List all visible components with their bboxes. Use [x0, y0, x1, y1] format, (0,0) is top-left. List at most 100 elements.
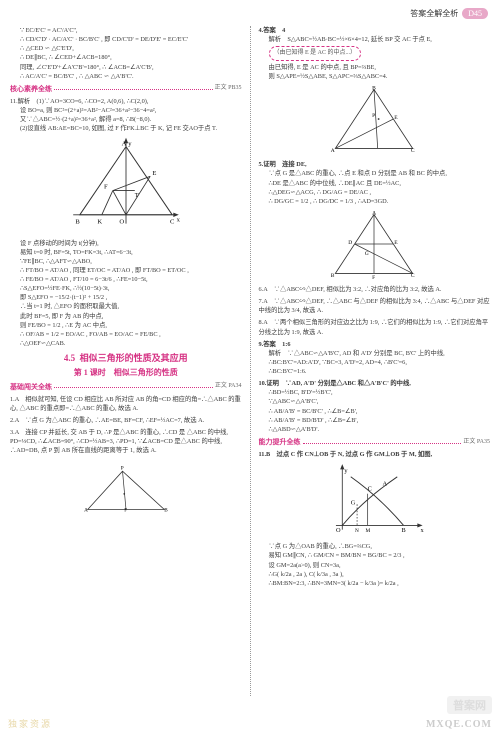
- text-line: 又∵△ABC=½·(2+a)²=36+a², 解得 a=8, ∴B(−8,0).: [10, 115, 242, 124]
- text-line: ∵点 G 是△ABC 的重心, ∴点 E 和点 D 分别是 AB 和 BC 的中…: [259, 169, 491, 178]
- text-line: 设 GM=2a(a>0), 则 CN=3a,: [269, 561, 491, 570]
- ability-heading: 能力提升全练 正文 PA35: [259, 437, 491, 447]
- svg-text:E: E: [395, 115, 399, 121]
- text-line: ∴ DE∥BC, ∴ ∠CED+∠ACB=180°,: [20, 53, 242, 62]
- header-label: 答案全解全析: [410, 8, 458, 19]
- text-line: 此时 BF=5, 即 F 为 AB 的中点,: [20, 312, 242, 321]
- text-line: ∴BC:B'C'=AD:A'D', ∵BC=3, A'D'=2, AD=4, ∴…: [259, 358, 491, 367]
- basic-heading: 基础闯关全练 正文 PA34: [10, 382, 242, 392]
- text-line: ∴ DG/GC = 1/2 , ∴ DG/DC = 1/3 , ∴AD=3GD.: [259, 197, 491, 206]
- text-line: 设 F 点移动的时间为 t(分钟),: [20, 239, 242, 248]
- text-line: 则 S△APE=½S△ABE, S△APC=⅔S△ABC=4.: [259, 72, 491, 81]
- svg-text:x: x: [176, 217, 180, 224]
- text-line: ∴G( k/2a , 2a ), C( k/3a , 3a ),: [269, 570, 491, 579]
- q11: 11.解析 (1)∵AO=3CO=6, ∴CO=2, A(0,6), ∴C(2,…: [10, 97, 242, 134]
- svg-text:T: T: [135, 193, 139, 200]
- svg-text:B: B: [75, 219, 80, 226]
- svg-text:C: C: [411, 148, 415, 154]
- section-num: 4.5: [64, 353, 75, 363]
- text-line: 解析 ∵△ABC∽△A'B'C', AD 和 A'D' 分别是 BC, B'C'…: [259, 349, 491, 358]
- figure-1: yx A BK OC FT E: [10, 136, 242, 235]
- text-line: ∴S△EFO=½FE·FK, ∴½(10−5t)·3t,: [20, 284, 242, 293]
- text-line: ∴BM:BN=2:3, ∴BN=3MN=3( k/2a − k/3a )= k/…: [269, 579, 491, 588]
- dots: [303, 441, 462, 444]
- svg-text:A: A: [84, 507, 88, 513]
- watermark-bottom-right-2: MXQE.COM: [426, 719, 492, 730]
- svg-text:O: O: [336, 527, 341, 534]
- svg-text:E: E: [152, 171, 156, 178]
- lesson-title: 第 1 课时 相似三角形的性质: [10, 367, 242, 379]
- text-line: ∴BC:B'C'=1:6.: [259, 367, 491, 376]
- page-badge: D45: [462, 8, 488, 19]
- heading-title: 能力提升全练: [259, 437, 301, 447]
- svg-text:C: C: [170, 219, 175, 226]
- text-line: ∵ EC/E'C' = AC'/A'C'',: [20, 26, 242, 35]
- q7: 7.A ∵△ABC∽△DEF, ∴△ABC 与△DEF 的相似比为 3:4, ∴…: [259, 297, 491, 315]
- core-heading: 核心素养全练 正文 PB35: [10, 84, 242, 94]
- text-line: ∵点 G 为△OAB 的重心, ∴BG=⅔CG,: [269, 542, 491, 551]
- q11-after: 设 F 点移动的时间为 t(分钟), 易知 t=0 时, BF=5t, TO=F…: [10, 239, 242, 349]
- svg-text:C: C: [411, 273, 415, 279]
- svg-text:A: A: [121, 141, 126, 148]
- text-line: ∴ FE/BO = AT/AO , FT/10 = 6−3t/6 , ∴FE=1…: [20, 275, 242, 284]
- q4: 4.答案 4 解析 S△ABC=½AB·BC=½×6×4=12, 延长 BP 交…: [259, 26, 491, 81]
- svg-text:B: B: [331, 273, 335, 279]
- svg-text:y: y: [345, 468, 349, 475]
- content-columns: ∵ EC/E'C' = AC'/A'C'', ∴ CD/C'D' · AC/A'…: [0, 0, 500, 736]
- text-line: 由已知得, E 是 AC 的中点, 且 BP=⅔BE,: [259, 63, 491, 72]
- svg-text:B: B: [402, 527, 406, 534]
- text-line: (2)设直线 AB:AE=BC=10, 如图, 过 F 作FK⊥BC 于 K, …: [10, 124, 242, 133]
- svg-text:P: P: [121, 465, 124, 471]
- callout: （由已知得 E 是 AC 的中点...）: [269, 46, 362, 61]
- text-line: ∴ AB/A'B' = BC/B'C' , ∴∠B=∠B',: [259, 407, 491, 416]
- dots: [54, 87, 213, 90]
- q11b-head: 11.B 过点 C 作 CN⊥OB 于 N, 过点 G 作 GM⊥OB 于 M,…: [259, 450, 491, 459]
- text-line: 设 BO=a, 则 BC²=(2+a)²=AB²−AC²=36+a²−36−4=…: [10, 106, 242, 115]
- q5-head: 5.证明 连接 DE,: [259, 160, 491, 169]
- text-line: ∴ AC/A'C' = BC/B'C' , ∴ △ABC ∽ △A'B'C'.: [20, 72, 242, 81]
- text-line: ∴DE 是△ABC 的中位线, ∴DE∥AC 且 DE=½AC,: [259, 179, 491, 188]
- svg-text:M: M: [366, 528, 371, 534]
- text-line: 则 FE/BO = 1/2 , ∴E 为 AC 中点,: [20, 321, 242, 330]
- left-column: ∵ EC/E'C' = AC'/A'C'', ∴ CD/C'D' · AC/A'…: [10, 26, 242, 696]
- figure-5: yx O NM B C A G: [259, 462, 491, 539]
- text-line: ∴△DEG∽△ACG, ∴ DG/AG = DE/AC ,: [259, 188, 491, 197]
- text-line: 11.解析 (1)∵AO=3CO=6, ∴CO=2, A(0,6), ∴C(2,…: [10, 97, 242, 106]
- text-line: ∴△ABD∽△A'B'D'.: [259, 425, 491, 434]
- q10-head: 10.证明 ∵AD, A'D' 分别是△ABC 和△A'B'C' 的中线,: [259, 379, 491, 388]
- svg-text:B: B: [372, 86, 376, 92]
- q11b: 11.B 过点 C 作 CN⊥OB 于 N, 过点 G 作 GM⊥OB 于 M,…: [259, 450, 491, 459]
- text-line: ∵△ABC∽△A'B'C',: [259, 397, 491, 406]
- svg-text:O: O: [119, 219, 124, 226]
- svg-text:A: A: [331, 148, 335, 154]
- q8: 8.A ∵两个相似三角形的对应边之比为 1:9, ∴它们的相似比为 1:9, ∴…: [259, 318, 491, 336]
- text-line: ∴ FT/BO = AT/AO , 同理 ET/OC = AT/AO , 即 F…: [20, 266, 242, 275]
- text-line: ∴ AB/A'B' = BD/B'D' , ∴∠B=∠B',: [259, 416, 491, 425]
- text-line: 易知 GM∥CN, ∴ GM/CN = BM/BN = BG/BC = 2/3 …: [269, 551, 491, 560]
- column-divider: [250, 26, 251, 696]
- basic-q1: 1.A 相似就可知, 任设 CD 相应比 AB 所对应 AB 的角=CD 相应的…: [10, 395, 242, 413]
- svg-text:C: C: [368, 486, 372, 493]
- right-column: 4.答案 4 解析 S△ABC=½AB·BC=½×6×4=12, 延长 BP 交…: [259, 26, 491, 696]
- text-line: 同理, ∠C'E'D'+∠A'C'B'=180°, ∴ ∠ACB=∠A'C'B'…: [20, 63, 242, 72]
- figure-2: P A F B: [10, 459, 242, 516]
- text-line: ∴ OF/AB = 1/2 = EO/AC , FO/AB = EO/AC = …: [20, 330, 242, 339]
- text-line: 即 S△EFO = −15/2·(t−1)² + 15/2 ,: [20, 293, 242, 302]
- heading-ref: 正文 PA35: [463, 438, 490, 447]
- svg-text:y: y: [128, 141, 132, 148]
- text-line: ∵FE∥BC, ∴△AFT∽△ABO,: [20, 257, 242, 266]
- svg-text:x: x: [421, 527, 425, 534]
- q9: 9.答案 1:6 解析 ∵△ABC∽△A'B'C', AD 和 A'D' 分别是…: [259, 340, 491, 377]
- q4-head: 4.答案 4: [259, 26, 491, 35]
- svg-text:A: A: [372, 210, 376, 216]
- q6: 6.A ∵△ABC∽△DEF, 相似比为 3:2, ∴对应角的比为 3:2, 故…: [259, 285, 491, 294]
- figure-4: A BF C DE G: [259, 209, 491, 282]
- text-line: ∴ CD/C'D' · AC/A'C' · BC/B'C' , 即 CD/C'D…: [20, 35, 242, 44]
- text-line: ∴ △CED ∽ △C'E'D',: [20, 44, 242, 53]
- q5: 5.证明 连接 DE, ∵点 G 是△ABC 的重心, ∴点 E 和点 D 分别…: [259, 160, 491, 206]
- watermark-bottom-left: 独家资源: [8, 717, 52, 730]
- svg-text:N: N: [355, 528, 359, 534]
- heading-title: 基础闯关全练: [10, 382, 52, 392]
- pre-proof: ∵ EC/E'C' = AC'/A'C'', ∴ CD/C'D' · AC/A'…: [10, 26, 242, 81]
- svg-text:B: B: [164, 507, 168, 513]
